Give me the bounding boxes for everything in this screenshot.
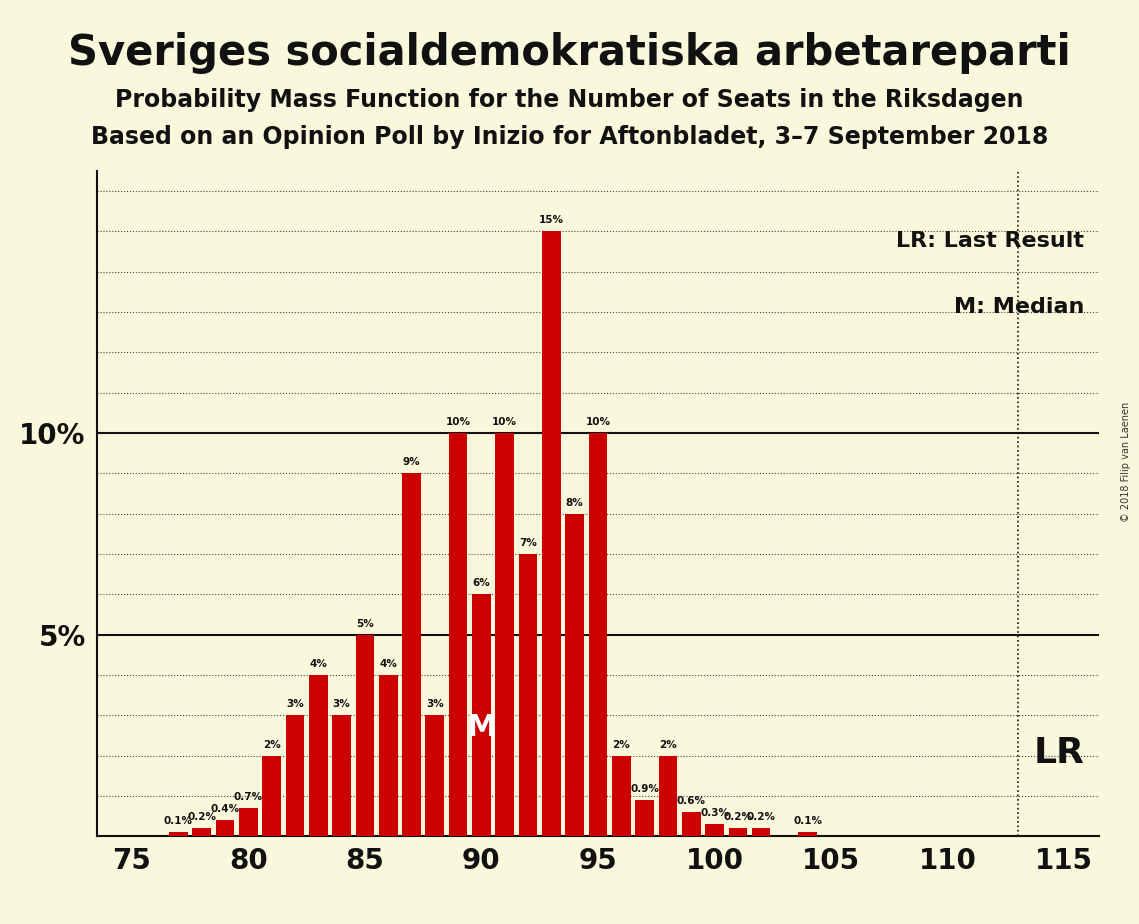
Text: 15%: 15%	[539, 215, 564, 225]
Text: Sveriges socialdemokratiska arbetareparti: Sveriges socialdemokratiska arbetarepart…	[68, 32, 1071, 74]
Bar	[565, 514, 584, 836]
Text: 6%: 6%	[473, 578, 490, 589]
Text: Based on an Opinion Poll by Inizio for Aftonbladet, 3–7 September 2018: Based on an Opinion Poll by Inizio for A…	[91, 125, 1048, 149]
Text: 4%: 4%	[310, 659, 327, 669]
Text: 2%: 2%	[263, 739, 280, 749]
Bar	[705, 824, 724, 836]
Text: 0.3%: 0.3%	[700, 808, 729, 818]
Text: LR: LR	[1033, 736, 1084, 770]
Text: 10%: 10%	[445, 417, 470, 427]
Bar	[542, 231, 560, 836]
Bar	[729, 828, 747, 836]
Text: © 2018 Filip van Laenen: © 2018 Filip van Laenen	[1121, 402, 1131, 522]
Text: 8%: 8%	[566, 498, 583, 507]
Text: Probability Mass Function for the Number of Seats in the Riksdagen: Probability Mass Function for the Number…	[115, 88, 1024, 112]
Text: 0.1%: 0.1%	[164, 816, 192, 826]
Bar	[752, 828, 770, 836]
Bar	[636, 800, 654, 836]
Bar	[286, 715, 304, 836]
Bar	[798, 833, 817, 836]
Bar	[426, 715, 444, 836]
Text: 4%: 4%	[379, 659, 398, 669]
Text: 0.4%: 0.4%	[211, 804, 239, 814]
Text: 7%: 7%	[519, 538, 536, 548]
Bar	[239, 808, 257, 836]
Text: 0.2%: 0.2%	[723, 812, 753, 822]
Bar	[379, 675, 398, 836]
Text: M: Median: M: Median	[953, 298, 1084, 317]
Text: 0.2%: 0.2%	[187, 812, 216, 822]
Text: 9%: 9%	[403, 457, 420, 468]
Text: LR: Last Result: LR: Last Result	[896, 231, 1084, 250]
Bar	[192, 828, 211, 836]
Text: 10%: 10%	[492, 417, 517, 427]
Text: 3%: 3%	[333, 699, 351, 710]
Text: 3%: 3%	[426, 699, 444, 710]
Bar	[402, 473, 420, 836]
Bar	[309, 675, 328, 836]
Bar	[518, 554, 538, 836]
Text: 10%: 10%	[585, 417, 611, 427]
Bar	[682, 812, 700, 836]
Bar	[495, 433, 514, 836]
Text: 2%: 2%	[613, 739, 630, 749]
Bar	[472, 594, 491, 836]
Text: 0.2%: 0.2%	[747, 812, 776, 822]
Bar	[355, 635, 375, 836]
Bar	[612, 756, 631, 836]
Bar	[589, 433, 607, 836]
Text: 0.7%: 0.7%	[233, 792, 263, 802]
Text: 0.6%: 0.6%	[677, 796, 706, 806]
Bar	[262, 756, 281, 836]
Text: 0.9%: 0.9%	[630, 784, 659, 794]
Text: 2%: 2%	[659, 739, 677, 749]
Bar	[215, 821, 235, 836]
Text: 3%: 3%	[286, 699, 304, 710]
Bar	[333, 715, 351, 836]
Text: M: M	[466, 712, 497, 742]
Bar	[169, 833, 188, 836]
Bar	[449, 433, 467, 836]
Bar	[658, 756, 678, 836]
Text: 5%: 5%	[357, 618, 374, 628]
Text: 0.1%: 0.1%	[793, 816, 822, 826]
